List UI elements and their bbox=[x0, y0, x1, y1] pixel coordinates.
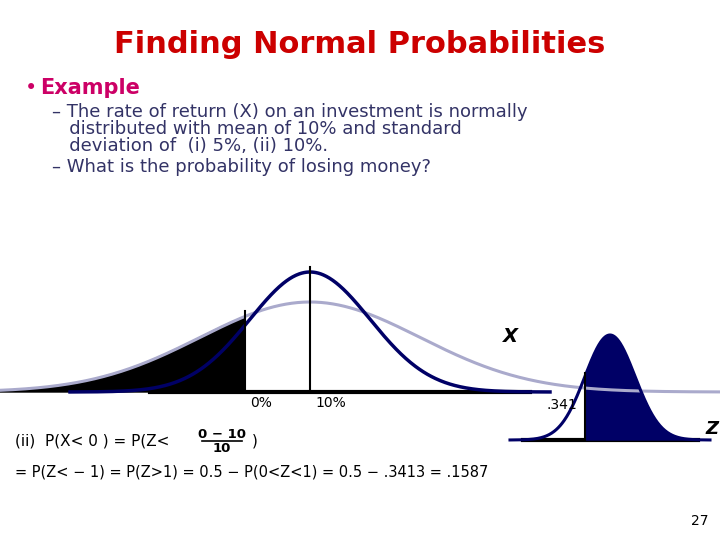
Text: •: • bbox=[25, 78, 37, 98]
Text: 27: 27 bbox=[690, 514, 708, 528]
Text: distributed with mean of 10% and standard: distributed with mean of 10% and standar… bbox=[52, 120, 462, 138]
Text: = P(Z< − 1) = P(Z>1) = 0.5 − P(0<Z<1) = 0.5 − .3413 = .1587: = P(Z< − 1) = P(Z>1) = 0.5 − P(0<Z<1) = … bbox=[15, 464, 488, 480]
Text: 0 − 10: 0 − 10 bbox=[198, 428, 246, 441]
Text: Example: Example bbox=[40, 78, 140, 98]
Text: ): ) bbox=[252, 434, 258, 449]
Polygon shape bbox=[585, 335, 710, 440]
Text: 0%: 0% bbox=[250, 396, 272, 410]
Text: Finding Normal Probabilities: Finding Normal Probabilities bbox=[114, 30, 606, 59]
Text: (ii)  P(X< 0 ) = P(Z<: (ii) P(X< 0 ) = P(Z< bbox=[15, 434, 169, 449]
Text: – What is the probability of losing money?: – What is the probability of losing mone… bbox=[52, 158, 431, 176]
Text: Z: Z bbox=[706, 420, 719, 438]
Text: .341: .341 bbox=[546, 398, 577, 412]
Text: 10: 10 bbox=[213, 442, 231, 455]
Polygon shape bbox=[0, 316, 245, 392]
Text: – The rate of return (X) on an investment is normally: – The rate of return (X) on an investmen… bbox=[52, 103, 528, 121]
Text: X: X bbox=[503, 327, 518, 347]
Text: deviation of  (i) 5%, (ii) 10%.: deviation of (i) 5%, (ii) 10%. bbox=[52, 137, 328, 155]
Text: 10%: 10% bbox=[315, 396, 346, 410]
